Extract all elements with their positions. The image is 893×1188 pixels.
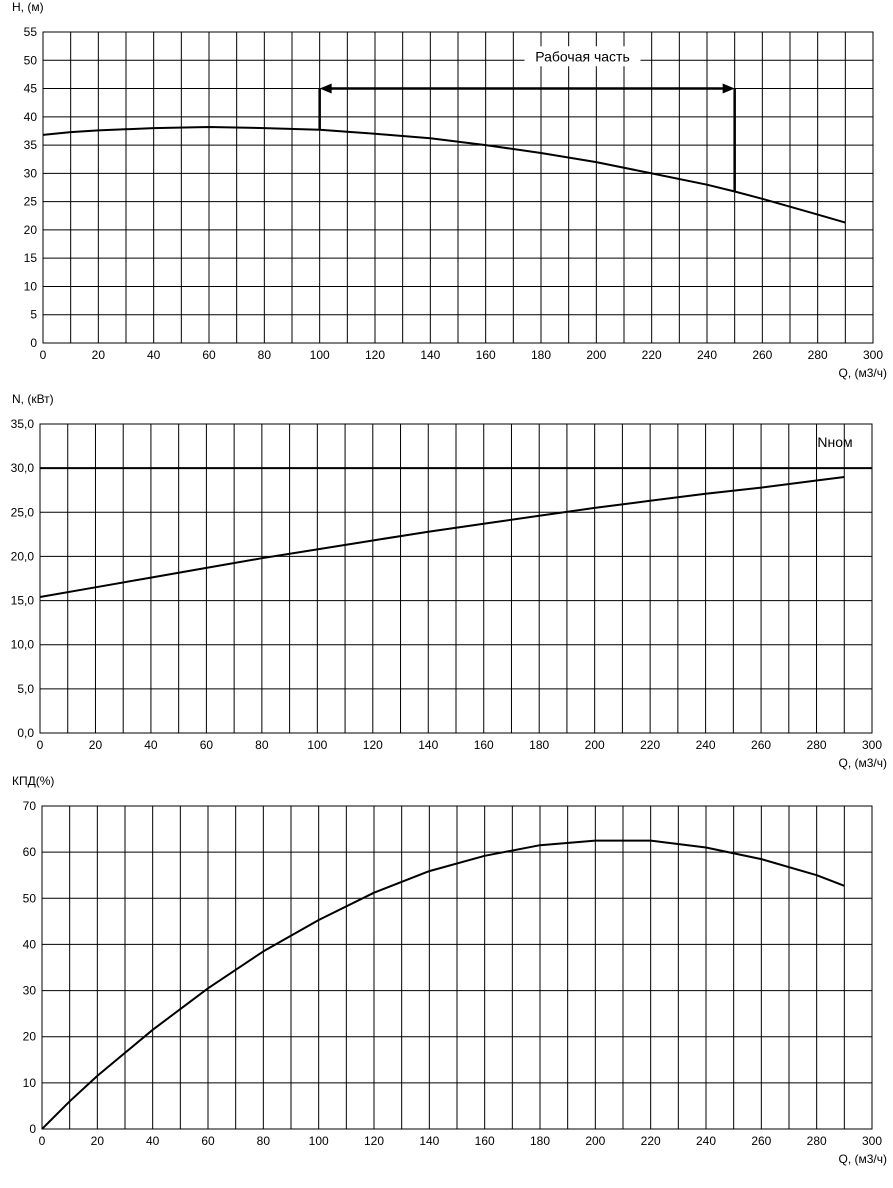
power-plot-border [39, 423, 873, 734]
efficiency-y-tick-label: 10 [23, 1076, 37, 1090]
head-y-tick-label: 40 [24, 110, 38, 124]
efficiency-y-axis-label: КПД(%) [12, 774, 54, 788]
head-y-tick-label: 5 [30, 308, 37, 322]
head-y-tick-label: 20 [24, 223, 38, 237]
power-x-tick-label: 300 [862, 738, 882, 752]
head-working-range-arrowhead-left [319, 83, 332, 94]
efficiency-x-axis-label: Q, (м3/ч) [838, 1152, 887, 1166]
power-y-tick-label: 10,0 [11, 638, 35, 652]
power-x-tick-label: 200 [585, 738, 605, 752]
power-chart: 0 20 40 60 80 100 120 140 160 180 200 220 240 260 280 3… [11, 392, 887, 770]
head-working-range-arrowhead-right [722, 83, 735, 94]
head-x-tick-label: 120 [365, 348, 385, 362]
head-y-tick-label: 50 [24, 53, 38, 67]
efficiency-y-tick-label: 40 [23, 937, 37, 951]
power-x-tick-label: 0 [37, 738, 44, 752]
efficiency-x-tick-label: 160 [475, 1134, 495, 1148]
head-x-tick-label: 300 [863, 348, 883, 362]
head-y-tick-label: 45 [24, 82, 38, 96]
efficiency-x-tick-label: 260 [751, 1134, 771, 1148]
efficiency-x-tick-label: 280 [807, 1134, 827, 1148]
efficiency-y-tick-label: 70 [23, 799, 37, 813]
efficiency-y-tick-label: 60 [23, 845, 37, 859]
efficiency-x-tick-label: 120 [364, 1134, 384, 1148]
head-x-tick-label: 60 [202, 348, 216, 362]
power-x-tick-label: 100 [307, 738, 327, 752]
efficiency-y-tick-label: 0 [29, 1122, 36, 1136]
power-x-tick-label: 20 [89, 738, 103, 752]
efficiency-x-tick-label: 80 [257, 1134, 271, 1148]
power-x-tick-label: 240 [696, 738, 716, 752]
power-y-tick-label: 20,0 [11, 549, 35, 563]
head-y-tick-label: 55 [24, 25, 38, 39]
head-y-tick-label: 10 [24, 279, 38, 293]
power-y-axis-label: N, (кВт) [12, 392, 54, 406]
efficiency-x-tick-label: 240 [696, 1134, 716, 1148]
head-x-tick-label: 240 [697, 348, 717, 362]
head-x-axis-label: Q, (м3/ч) [838, 366, 887, 380]
head-annotation-bg [524, 46, 641, 67]
efficiency-y-tick-label: 50 [23, 891, 37, 905]
head-y-tick-label: 15 [24, 251, 38, 265]
head-y-tick-label: 25 [24, 195, 38, 209]
head-x-tick-label: 260 [752, 348, 772, 362]
efficiency-x-tick-label: 300 [862, 1134, 882, 1148]
power-x-tick-label: 60 [200, 738, 214, 752]
power-y-tick-label: 5,0 [17, 682, 34, 696]
power-y-tick-label: 15,0 [11, 594, 35, 608]
power-curve-series-0 [39, 476, 845, 598]
efficiency-x-tick-label: 60 [201, 1134, 215, 1148]
head-x-tick-label: 280 [808, 348, 828, 362]
head-x-tick-label: 200 [586, 348, 606, 362]
head-x-tick-label: 100 [310, 348, 330, 362]
power-x-tick-label: 180 [529, 738, 549, 752]
head-chart: 0 20 40 60 80 100 120 140 160 180 200 220 240 260 280 3… [12, 0, 887, 380]
power-y-tick-label: 30,0 [11, 461, 35, 475]
power-x-tick-label: 220 [640, 738, 660, 752]
power-y-tick-label: 25,0 [11, 505, 35, 519]
power-x-tick-label: 280 [807, 738, 827, 752]
head-y-tick-label: 30 [24, 166, 38, 180]
power-x-tick-label: 40 [144, 738, 158, 752]
power-x-tick-label: 120 [363, 738, 383, 752]
head-x-tick-label: 40 [147, 348, 161, 362]
efficiency-x-tick-label: 100 [309, 1134, 329, 1148]
head-x-tick-label: 140 [420, 348, 440, 362]
power-x-tick-label: 260 [751, 738, 771, 752]
efficiency-curve-series-0 [41, 839, 845, 1130]
head-y-tick-label: 35 [24, 138, 38, 152]
head-y-tick-label: 0 [30, 336, 37, 350]
efficiency-plot-border [41, 805, 873, 1130]
efficiency-x-tick-label: 0 [39, 1134, 46, 1148]
power-x-axis-label: Q, (м3/ч) [838, 756, 887, 770]
head-y-axis-label: H, (м) [12, 0, 44, 14]
power-x-tick-label: 140 [418, 738, 438, 752]
efficiency-x-tick-label: 180 [530, 1134, 550, 1148]
efficiency-x-tick-label: 220 [641, 1134, 661, 1148]
head-plot-border [42, 31, 874, 344]
efficiency-chart: 0 20 40 60 80 100 120 140 160 180 200 220 240 260 280 3… [12, 774, 887, 1166]
power-reference-label: Nном [817, 434, 852, 450]
efficiency-x-tick-label: 140 [419, 1134, 439, 1148]
head-x-tick-label: 80 [258, 348, 272, 362]
efficiency-y-tick-label: 20 [23, 1030, 37, 1044]
power-y-tick-label: 35,0 [11, 417, 35, 431]
power-x-tick-label: 80 [255, 738, 269, 752]
efficiency-x-tick-label: 40 [146, 1134, 160, 1148]
head-annotation-text: Рабочая часть [535, 48, 630, 64]
power-x-tick-label: 160 [474, 738, 494, 752]
head-x-tick-label: 0 [40, 348, 47, 362]
head-curve-series-0 [42, 126, 846, 224]
efficiency-x-tick-label: 200 [585, 1134, 605, 1148]
head-x-tick-label: 20 [92, 348, 106, 362]
head-x-tick-label: 220 [642, 348, 662, 362]
head-x-tick-label: 180 [531, 348, 551, 362]
power-y-tick-label: 0,0 [17, 726, 34, 740]
efficiency-x-tick-label: 20 [91, 1134, 105, 1148]
head-x-tick-label: 160 [476, 348, 496, 362]
efficiency-y-tick-label: 30 [23, 984, 37, 998]
